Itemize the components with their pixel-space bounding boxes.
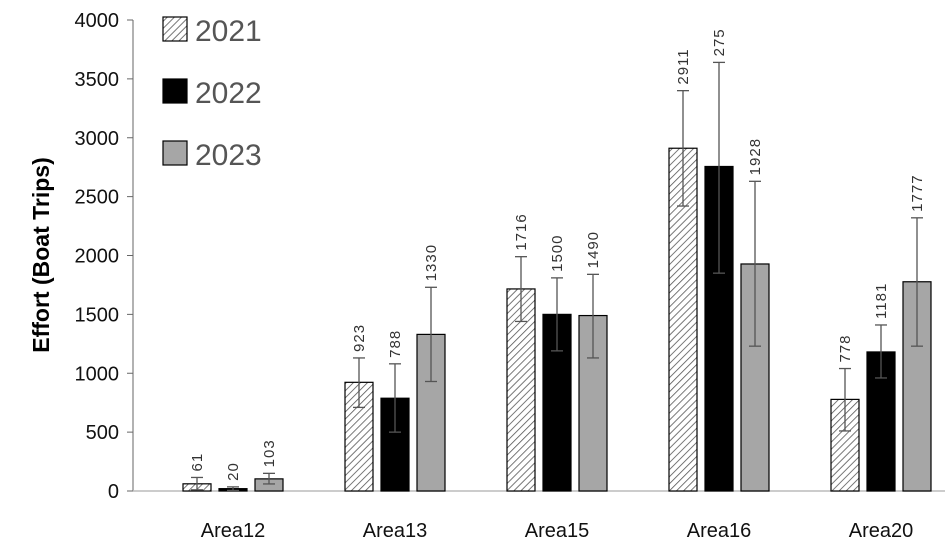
legend: 2021 2022 2023 — [162, 15, 262, 172]
legend-label-2022: 2022 — [195, 77, 262, 110]
data-label-2022-Area13: 788 — [387, 330, 404, 358]
y-tick-label: 2500 — [75, 187, 120, 209]
y-tick-label: 1500 — [75, 304, 120, 326]
data-label-2023-Area16: 1928 — [747, 138, 764, 175]
y-tick-label: 500 — [86, 422, 119, 444]
data-label-2021-Area13: 923 — [351, 324, 368, 352]
data-label-2022-Area16: 275 — [711, 28, 728, 56]
data-label-2021-Area12: 61 — [189, 453, 206, 472]
y-tick-label: 2000 — [75, 246, 120, 268]
x-tick-label: Area20 — [849, 520, 914, 542]
legend-label-2021: 2021 — [195, 15, 262, 48]
y-tick-label: 3000 — [75, 128, 120, 150]
plot-area: 0 500 1000 1500 2000 2500 3000 3500 4000 61 20 103 A… — [75, 10, 945, 542]
data-label-2023-Area13: 1330 — [423, 244, 440, 281]
x-tick-label: Area15 — [525, 520, 590, 542]
data-label-2021-Area15: 1716 — [513, 213, 530, 250]
y-tick-label: 0 — [108, 481, 119, 503]
data-label-2023-Area15: 1490 — [585, 231, 602, 268]
data-label-2023-Area12: 103 — [261, 439, 278, 467]
x-tick-label: Area16 — [687, 520, 752, 542]
legend-swatch-2022 — [162, 78, 188, 104]
data-label-2022-Area20: 1181 — [873, 283, 890, 319]
bar-2022-Area20 — [866, 351, 896, 492]
x-tick-label: Area12 — [201, 520, 266, 542]
data-label-2022-Area12: 20 — [225, 462, 242, 481]
data-label-2023-Area20: 1777 — [909, 174, 926, 211]
y-axis-title: Effort (Boat Trips) — [28, 157, 54, 353]
y-tick-label: 4000 — [75, 10, 120, 32]
legend-swatch-2021 — [162, 16, 188, 42]
legend-swatch-2023 — [162, 140, 188, 166]
legend-label-2023: 2023 — [195, 139, 262, 172]
y-tick-label: 1000 — [75, 363, 120, 385]
data-label-2022-Area15: 1500 — [549, 234, 566, 271]
bar-2022-Area15 — [542, 313, 572, 492]
data-label-2021-Area20: 778 — [837, 335, 854, 363]
y-tick-label: 3500 — [75, 69, 120, 91]
data-label-2021-Area16: 2911 — [675, 48, 692, 84]
x-tick-label: Area13 — [363, 520, 428, 542]
